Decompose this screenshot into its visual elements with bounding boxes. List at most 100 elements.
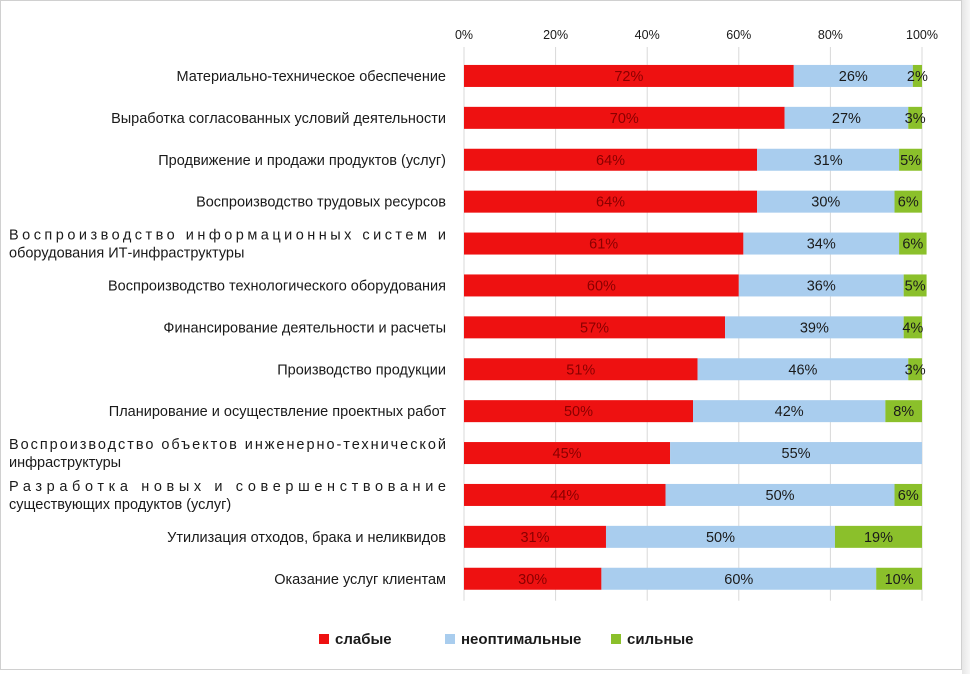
bar-weak — [464, 64, 794, 87]
legend-swatch — [319, 634, 329, 644]
bar-strong — [834, 525, 922, 548]
category-label: Продвижение и продажи продуктов (услуг) — [158, 153, 446, 169]
category-label: Производство продукции — [277, 362, 446, 378]
bar-weak — [464, 106, 785, 129]
bar-nonoptimal — [601, 567, 877, 590]
data-label: 51% — [566, 362, 595, 378]
data-label: 4% — [902, 320, 923, 336]
bar-weak — [464, 567, 602, 590]
category-label: Воспроизводство информационных систем и — [9, 228, 446, 244]
category-label: инфраструктуры — [9, 455, 121, 471]
data-label: 61% — [589, 237, 618, 253]
category-label: Выработка согласованных условий деятельн… — [111, 111, 446, 127]
data-label: 50% — [706, 530, 735, 546]
category-label: Разработка новых и совершенствование — [9, 479, 446, 495]
category-labels: Материально-техническое обеспечение Выраб… — [9, 69, 446, 588]
data-label: 55% — [782, 446, 811, 462]
data-label: 60% — [724, 572, 753, 588]
data-label: 6% — [902, 237, 923, 253]
legend-label: слабые — [335, 631, 392, 648]
bar-weak — [464, 442, 671, 465]
category-label: Финансирование деятельности и расчеты — [163, 320, 446, 336]
bar-strong — [894, 190, 922, 213]
bar-strong — [885, 400, 922, 423]
bar-nonoptimal — [665, 483, 895, 506]
data-label: 5% — [900, 153, 921, 169]
category-label: существующих продуктов (услуг) — [9, 497, 231, 513]
legend-label: сильные — [627, 631, 694, 648]
bar-strong — [876, 567, 922, 590]
bar-strong — [899, 148, 922, 171]
bar-strong — [908, 106, 922, 129]
data-label: 42% — [775, 404, 804, 420]
bar-weak — [464, 400, 693, 423]
data-label: 36% — [807, 278, 836, 294]
data-label: 30% — [811, 195, 840, 211]
data-label: 31% — [520, 530, 549, 546]
bar-strong — [908, 358, 922, 381]
data-label: 60% — [587, 278, 616, 294]
x-tick-label: 20% — [543, 28, 568, 42]
data-label: 70% — [610, 111, 639, 127]
data-label: 57% — [580, 320, 609, 336]
data-label: 26% — [839, 69, 868, 85]
category-label: Материально-техническое обеспечение — [176, 69, 446, 85]
data-label: 3% — [905, 362, 926, 378]
legend-swatch — [611, 634, 621, 644]
x-tick-label: 0% — [455, 28, 473, 42]
bar-weak — [464, 190, 758, 213]
bar-nonoptimal — [757, 190, 895, 213]
x-axis-ticks: 0% 20% 40% 60% 80% 100% — [455, 28, 938, 42]
data-label: 72% — [614, 69, 643, 85]
data-label: 5% — [905, 278, 926, 294]
bar-weak — [464, 525, 606, 548]
data-label: 30% — [518, 572, 547, 588]
bar-strong — [912, 64, 922, 87]
bars — [464, 64, 927, 590]
data-label: 8% — [893, 404, 914, 420]
data-label: 19% — [864, 530, 893, 546]
bar-weak — [464, 274, 739, 297]
category-label: Воспроизводство трудовых ресурсов — [196, 195, 446, 211]
data-label: 50% — [766, 488, 795, 504]
data-label: 3% — [905, 111, 926, 127]
bar-nonoptimal — [693, 400, 886, 423]
data-label: 34% — [807, 237, 836, 253]
data-label: 64% — [596, 195, 625, 211]
bar-strong — [903, 316, 922, 339]
page-edge-shadow — [962, 0, 970, 674]
data-label: 2% — [907, 69, 928, 85]
category-label: Утилизация отходов, брака и неликвидов — [167, 530, 446, 546]
bar-nonoptimal — [757, 148, 900, 171]
data-labels: 72% 26% 2% 70% 27% 3% 64% 31% 5% 64% 30% 6% 61% 34% 6%… — [518, 69, 928, 588]
x-tick-label: 100% — [906, 28, 938, 42]
bar-nonoptimal — [738, 274, 904, 297]
bar-nonoptimal — [605, 525, 835, 548]
bar-nonoptimal — [784, 106, 909, 129]
data-label: 27% — [832, 111, 861, 127]
bar-weak — [464, 232, 744, 255]
bar-weak — [464, 358, 698, 381]
bar-nonoptimal — [743, 232, 900, 255]
x-tick-label: 40% — [635, 28, 660, 42]
bar-weak — [464, 316, 726, 339]
category-label: Воспроизводство объектов инженерно-техни… — [9, 437, 446, 453]
data-label: 39% — [800, 320, 829, 336]
x-tick-label: 60% — [726, 28, 751, 42]
data-label: 45% — [553, 446, 582, 462]
data-label: 50% — [564, 404, 593, 420]
category-label: Планирование и осуществление проектных р… — [109, 404, 447, 420]
data-label: 6% — [898, 488, 919, 504]
data-label: 44% — [550, 488, 579, 504]
bar-weak — [464, 483, 666, 506]
data-label: 6% — [898, 195, 919, 211]
bar-strong — [903, 274, 927, 297]
bar-weak — [464, 148, 758, 171]
x-tick-label: 80% — [818, 28, 843, 42]
data-label: 64% — [596, 153, 625, 169]
category-label: оборудования ИТ-инфраструктуры — [9, 246, 244, 262]
bar-strong — [894, 483, 922, 506]
data-label: 10% — [885, 572, 914, 588]
